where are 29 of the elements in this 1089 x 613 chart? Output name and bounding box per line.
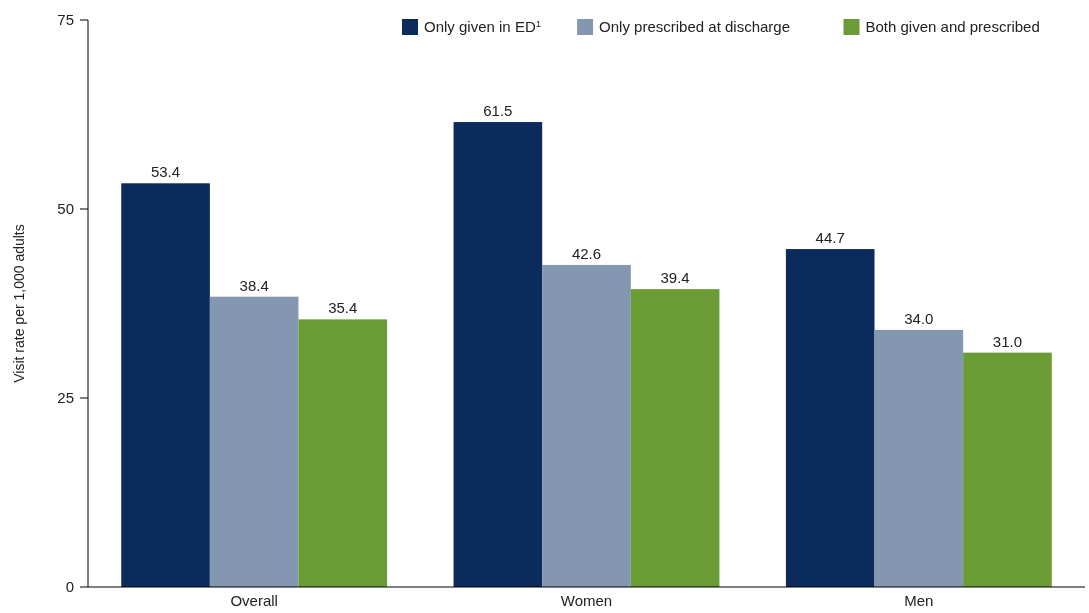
bar xyxy=(874,329,964,587)
bar xyxy=(630,289,720,587)
legend-label: Only given in ED$^{1}$ xyxy=(424,17,542,36)
text: 61.5 xyxy=(483,102,513,120)
bar xyxy=(963,352,1052,587)
x-tick-label: Overall xyxy=(230,592,278,609)
legend-label: Only prescribed at discharge xyxy=(599,18,791,36)
bar xyxy=(298,319,388,587)
x-tick-label: Women xyxy=(560,592,613,609)
text: 53.4 xyxy=(150,163,181,181)
y-axis-title: Visit rate per 1,000 adults xyxy=(11,224,27,383)
legend-label: Both given and prescribed xyxy=(865,18,1040,36)
y-tick-label: 0 xyxy=(65,578,74,596)
text: 31.0 xyxy=(992,332,1023,350)
text: 39.4 xyxy=(660,269,690,287)
bar xyxy=(453,122,543,587)
y-tick-label: 50 xyxy=(57,200,74,218)
text: 35.4 xyxy=(328,299,358,317)
text: 38.4 xyxy=(239,276,269,294)
bar xyxy=(542,264,631,587)
y-tick-label: 25 xyxy=(57,389,74,407)
text: 34.0 xyxy=(904,309,934,327)
bar xyxy=(209,296,299,587)
y-tick-label: 75 xyxy=(57,11,74,29)
bar xyxy=(121,183,210,587)
x-tick-label: Men xyxy=(904,592,934,609)
text: 42.6 xyxy=(571,244,602,262)
text: 44.7 xyxy=(815,229,845,247)
bar xyxy=(785,249,875,587)
